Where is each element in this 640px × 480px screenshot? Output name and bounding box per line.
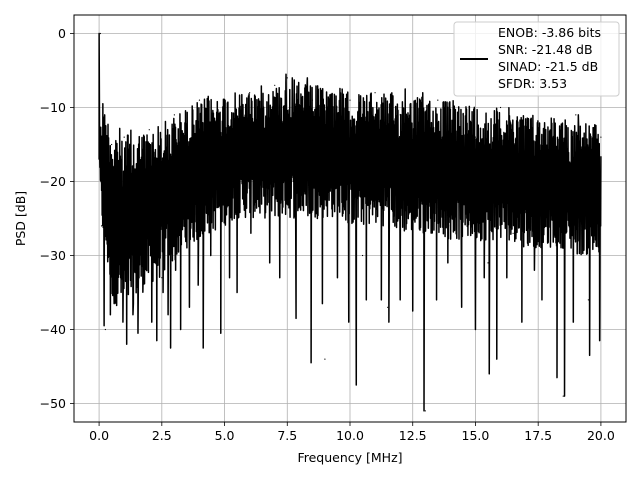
psd-point	[562, 395, 564, 397]
y-tick-label: 0	[58, 26, 66, 41]
psd-point	[412, 188, 414, 190]
psd-point	[103, 269, 105, 271]
psd-point	[512, 232, 514, 234]
legend-entry-enob: ENOB: -3.86 bits	[498, 25, 601, 40]
psd-point	[111, 143, 113, 146]
psd-point	[324, 358, 326, 360]
legend-box	[453, 21, 620, 97]
psd-point	[274, 84, 276, 86]
psd-point	[361, 254, 364, 257]
psd-point	[437, 99, 439, 101]
psd-point	[236, 210, 238, 212]
psd-point	[161, 277, 163, 279]
psd-point	[123, 136, 125, 138]
psd-point	[198, 99, 201, 101]
psd-point	[99, 32, 101, 35]
psd-point	[462, 114, 464, 116]
psd-point	[98, 158, 100, 160]
psd-point	[104, 328, 106, 331]
psd-point	[249, 92, 251, 94]
psd-point	[186, 180, 188, 183]
psd-point	[299, 195, 301, 197]
x-tick-label: 20.0	[587, 428, 615, 443]
x-tick-label: 15.0	[462, 428, 490, 443]
psd-point	[173, 114, 175, 116]
legend-entry-sfdr: SFDR: 3.53	[498, 76, 567, 91]
psd-point	[349, 99, 351, 101]
x-tick-label: 10.0	[336, 428, 364, 443]
legend-entry-snr: SNR: -21.48 dB	[498, 42, 593, 57]
psd-point	[550, 129, 552, 131]
x-tick-label: 7.5	[277, 428, 297, 443]
psd-point	[223, 106, 226, 109]
x-tick-label: 2.5	[152, 428, 172, 443]
psd-point	[148, 129, 150, 131]
legend-entry-sinad: SINAD: -21.5 dB	[498, 59, 598, 74]
axis-ticks: 0.0 2.5 5.0 7.5 10.0 12.5 15.0 17.5 20.0 0 −10 −20 −…	[40, 26, 615, 443]
y-tick-label: −30	[40, 248, 66, 263]
psd-series	[98, 32, 602, 412]
x-axis-title: Frequency [MHz]	[297, 450, 402, 465]
psd-point	[261, 166, 263, 168]
x-tick-label: 12.5	[399, 428, 427, 443]
y-tick-label: −50	[40, 396, 66, 411]
psd-point	[136, 203, 138, 205]
psd-point	[525, 121, 527, 123]
psd-point	[211, 151, 213, 153]
x-tick-label: 0.0	[89, 428, 109, 443]
psd-point	[311, 99, 313, 101]
x-tick-label: 17.5	[524, 428, 552, 443]
y-tick-label: −40	[40, 322, 66, 337]
x-tick-label: 5.0	[215, 428, 235, 443]
psd-point	[424, 410, 426, 412]
psd-point	[499, 106, 502, 109]
psd-point	[537, 166, 539, 168]
psd-point	[336, 143, 339, 146]
psd-point	[101, 225, 103, 227]
psd-point	[600, 136, 602, 138]
psd-line	[98, 32, 602, 412]
psd-point	[374, 92, 376, 94]
psd-point	[474, 136, 477, 138]
y-tick-label: −20	[40, 174, 66, 189]
legend: ENOB: -3.86 bits SNR: -21.48 dB SINAD: -…	[453, 21, 620, 97]
y-axis-title: PSD [dB]	[13, 191, 28, 246]
psd-point	[587, 299, 589, 301]
psd-point	[487, 262, 489, 264]
y-tick-label: −10	[40, 100, 66, 115]
psd-point	[449, 225, 451, 227]
psd-point	[575, 114, 577, 116]
psd-point	[102, 103, 104, 105]
psd-point	[286, 77, 288, 79]
psd-point	[399, 114, 401, 116]
psd-point	[387, 306, 389, 308]
